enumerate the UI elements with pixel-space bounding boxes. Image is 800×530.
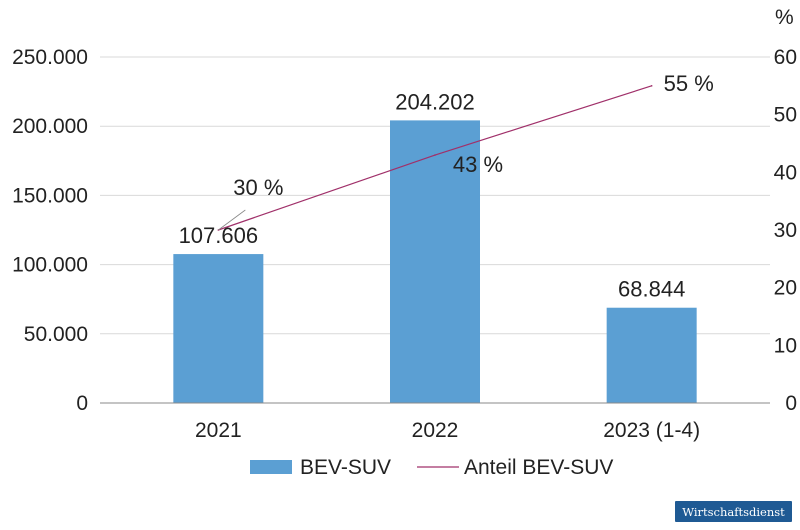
right-axis-tick-label: 20 — [774, 277, 797, 300]
bar-value-label: 107.606 — [179, 223, 259, 248]
x-axis-tick-label: 2022 — [412, 419, 459, 442]
legend: BEV-SUV Anteil BEV-SUV — [250, 456, 613, 479]
bar — [606, 307, 697, 403]
left-axis-tick-label: 200.000 — [12, 115, 88, 138]
legend-label-bar: BEV-SUV — [300, 456, 391, 479]
bar-series — [173, 120, 697, 403]
bar — [390, 120, 480, 403]
right-axis-tick-label: 10 — [774, 334, 797, 357]
brand-logo: Wirtschaftsdienst — [675, 501, 792, 522]
legend-swatch-bar — [250, 460, 292, 474]
right-axis-tick-label: 50 — [774, 104, 797, 127]
left-axis-tick-label: 0 — [76, 392, 88, 415]
right-axis-tick-label: 40 — [774, 161, 797, 184]
line-value-label: 55 % — [664, 71, 714, 96]
right-axis-tick-label: 30 — [774, 219, 797, 242]
right-axis-tick-label: 60 — [774, 46, 797, 69]
right-axis-tick-label: 0 — [785, 392, 797, 415]
x-axis-tick-label: 2023 (1-4) — [603, 419, 700, 442]
bar-value-label: 204.202 — [395, 89, 475, 114]
line-value-label: 30 % — [233, 175, 283, 200]
left-axis-tick-label: 150.000 — [12, 184, 88, 207]
right-axis-unit: % — [775, 6, 794, 29]
legend-label-line: Anteil BEV-SUV — [464, 456, 613, 479]
line-label-leader — [218, 209, 246, 231]
right-y-axis: 0 10 20 30 40 50 60 — [774, 46, 797, 415]
brand-text: Wirtschaftsdienst — [682, 505, 785, 519]
brand-box — [675, 501, 792, 522]
left-axis-tick-label: 50.000 — [24, 323, 88, 346]
x-axis-tick-label: 2021 — [195, 419, 242, 442]
left-y-axis: 0 50.000 100.000 150.000 200.000 250.000 — [12, 46, 88, 415]
line-value-label: 43 % — [453, 152, 503, 177]
left-axis-tick-label: 250.000 — [12, 46, 88, 69]
bar — [173, 254, 264, 403]
line-data-labels: 30 % 43 % 55 % — [218, 71, 714, 231]
line-point — [434, 154, 436, 156]
bar-value-label: 68.844 — [618, 277, 685, 302]
left-axis-tick-label: 100.000 — [12, 254, 88, 277]
line-point — [650, 85, 653, 87]
bar-data-labels: 107.606 204.202 68.844 — [179, 89, 686, 301]
x-axis-labels: 2021 2022 2023 (1-4) — [195, 419, 700, 442]
